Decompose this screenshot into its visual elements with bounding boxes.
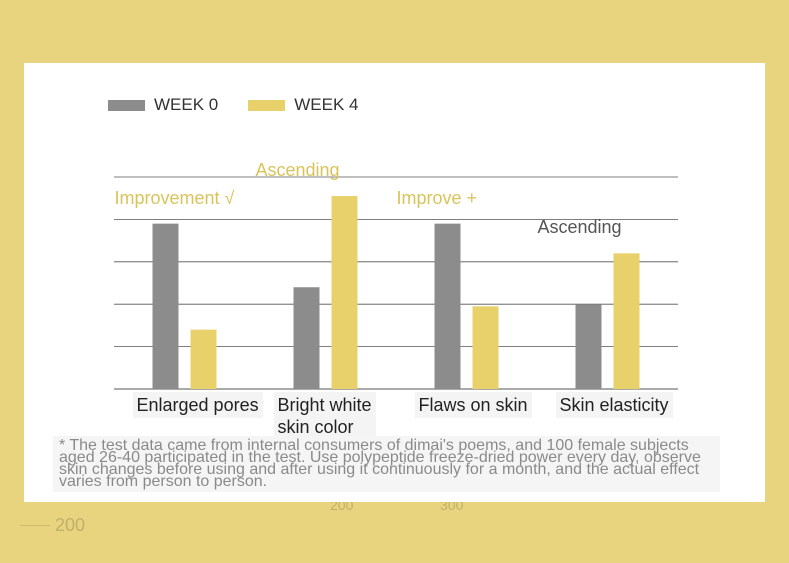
annotation-label: Ascending bbox=[255, 160, 340, 181]
bar-week4-2 bbox=[472, 306, 499, 389]
category-label-line: Bright white bbox=[277, 395, 372, 415]
category-label: Bright white skin color bbox=[273, 392, 376, 440]
bar-week4-3 bbox=[613, 253, 640, 389]
bar-week0-0 bbox=[152, 223, 179, 389]
bar-week0-2 bbox=[434, 223, 461, 389]
legend-label-week4: WEEK 4 bbox=[294, 95, 359, 114]
category-label-line: skin color bbox=[277, 417, 354, 437]
chart-legend: WEEK 0 WEEK 4 bbox=[108, 95, 389, 115]
category-label: Enlarged pores bbox=[132, 392, 263, 418]
background-scale-number: 200 bbox=[55, 515, 86, 535]
bar-week0-3 bbox=[575, 304, 602, 389]
category-label-line: Enlarged pores bbox=[136, 395, 259, 415]
background-scale-line bbox=[20, 525, 50, 526]
bar-week4-0 bbox=[190, 329, 217, 389]
annotation-label: Improvement √ bbox=[114, 187, 235, 208]
category-label: Skin elasticity bbox=[555, 392, 673, 418]
category-label: Flaws on skin bbox=[414, 392, 532, 418]
category-label-line: Skin elasticity bbox=[559, 395, 669, 415]
legend-item-week4: WEEK 4 bbox=[248, 95, 359, 115]
annotation-label: Improve + bbox=[396, 187, 478, 208]
bar-week0-1 bbox=[293, 287, 320, 389]
legend-item-week0: WEEK 0 bbox=[108, 95, 218, 115]
bar-week4-1 bbox=[331, 196, 358, 389]
legend-swatch-week0 bbox=[108, 99, 145, 111]
chart-panel bbox=[24, 63, 765, 502]
annotation-label: Ascending bbox=[537, 217, 622, 238]
legend-label-week0: WEEK 0 bbox=[154, 95, 219, 114]
category-label-line: Flaws on skin bbox=[418, 395, 528, 415]
legend-swatch-week4 bbox=[248, 99, 286, 111]
chart-footnote: * The test data came from internal consu… bbox=[53, 436, 720, 492]
